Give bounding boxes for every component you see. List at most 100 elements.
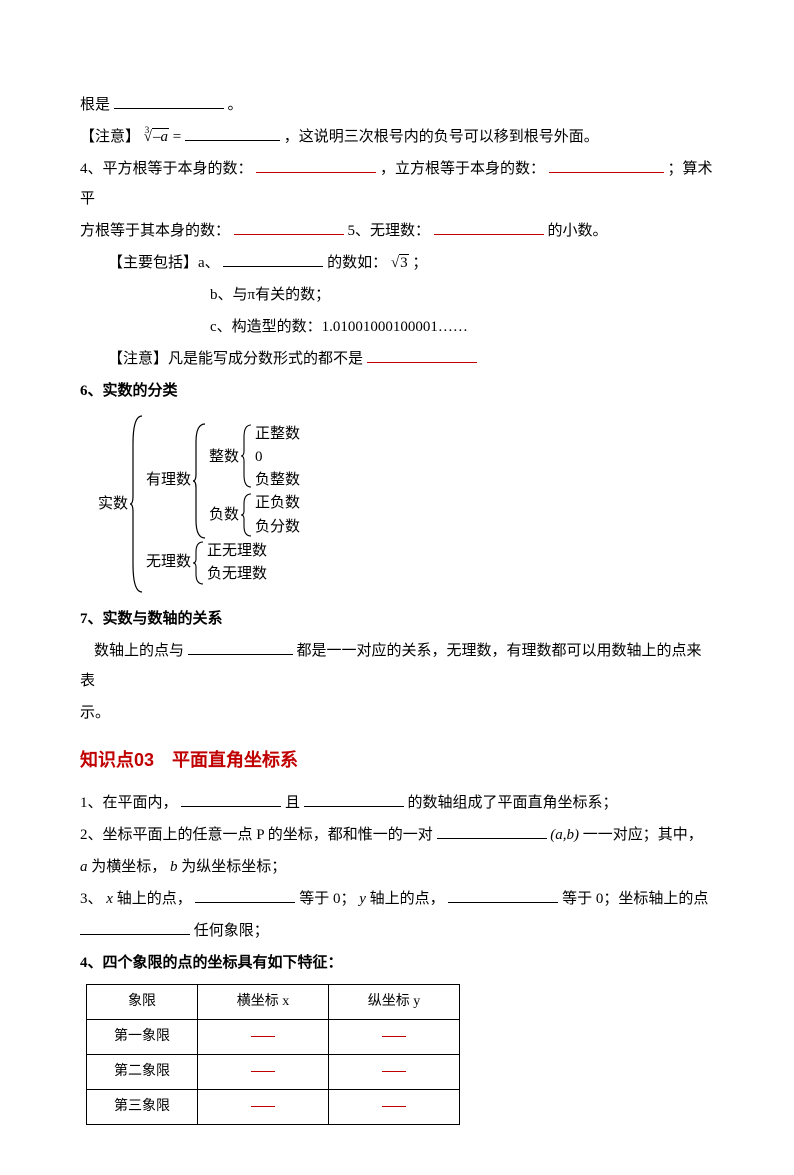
- red-dash: [251, 1106, 275, 1107]
- classify-diagram: 实数 有理数 整数: [80, 414, 714, 594]
- note-fraction: 【注意】凡是能写成分数形式的都不是: [80, 344, 714, 374]
- cube-root-expr: 3 √–a: [144, 122, 169, 152]
- td: [198, 1055, 329, 1090]
- blank-red: [434, 219, 544, 235]
- blank-red: [234, 219, 344, 235]
- line-note-cube: 【注意】 3 √–a = ，这说明三次根号内的负号可以移到根号外面。: [80, 122, 714, 152]
- item: 负无理数: [207, 563, 267, 586]
- th: 象限: [87, 985, 198, 1020]
- line-root: 根是 。: [80, 90, 714, 120]
- td: [198, 1020, 329, 1055]
- th: 纵坐标 y: [329, 985, 460, 1020]
- blank: [304, 791, 404, 807]
- blank-red: [367, 347, 477, 363]
- blank: [188, 639, 293, 655]
- blank: [114, 93, 224, 109]
- text: 任何象限；: [194, 923, 269, 939]
- text: 【注意】: [80, 129, 140, 145]
- text: ；: [412, 255, 427, 271]
- lbl-irrational: 无理数: [146, 540, 193, 587]
- td: [198, 1090, 329, 1125]
- lbl-neg: 负数: [209, 492, 241, 539]
- var-x: x: [106, 891, 113, 907]
- blank: [448, 887, 558, 903]
- text: 4、平方根等于本身的数：: [80, 161, 253, 177]
- red-dash: [382, 1106, 406, 1107]
- var-b: b: [170, 859, 178, 875]
- var-y: y: [359, 891, 366, 907]
- red-dash: [251, 1036, 275, 1037]
- td: 第三象限: [87, 1090, 198, 1125]
- td: 第一象限: [87, 1020, 198, 1055]
- kp03-2-cont: a 为横坐标， b 为纵坐标坐标；: [80, 852, 714, 882]
- item: 正无理数: [207, 540, 267, 563]
- quadrant-table: 象限 横坐标 x 纵坐标 y 第一象限 第二象限 第三象限: [86, 984, 460, 1125]
- text: 【注意】凡是能写成分数形式的都不是: [108, 351, 363, 367]
- kp03-title: 知识点03 平面直角坐标系: [80, 742, 714, 778]
- td: 第二象限: [87, 1055, 198, 1090]
- brace-svg: [130, 414, 144, 594]
- classify-title: 6、实数的分类: [80, 376, 714, 406]
- main-include-a: 【主要包括】a、 的数如： √3 ；: [80, 248, 714, 278]
- item: 负整数: [255, 469, 300, 492]
- kp03-3-cont: 任何象限；: [80, 916, 714, 946]
- brace-svg: [193, 540, 205, 586]
- text: 一一对应；其中，: [583, 827, 703, 843]
- var-a: a: [80, 859, 88, 875]
- red-dash: [382, 1036, 406, 1037]
- radicand: –a: [152, 128, 169, 145]
- item: 0: [255, 446, 300, 469]
- blank-red: [256, 157, 376, 173]
- sec7-body: 数轴上的点与 都是一一对应的关系，无理数，有理数都可以用数轴上的点来表: [80, 636, 714, 696]
- text: 的小数。: [548, 223, 608, 239]
- red-dash: [251, 1071, 275, 1072]
- text: 的数如：: [327, 255, 387, 271]
- item: 负分数: [255, 516, 300, 539]
- blank: [437, 823, 547, 839]
- page: 根是 。 【注意】 3 √–a = ，这说明三次根号内的负号可以移到根号外面。 …: [0, 0, 794, 1175]
- brace-svg: [193, 422, 207, 540]
- text: 2、坐标平面上的任意一点 P 的坐标，都和惟一的一对: [80, 827, 437, 843]
- root-index: 3: [145, 121, 150, 139]
- blank: [80, 919, 190, 935]
- table-row: 第三象限: [87, 1090, 460, 1125]
- main-include-c: c、构造型的数：1.01001000100001……: [80, 312, 714, 342]
- text: 的数轴组成了平面直角坐标系；: [408, 795, 618, 811]
- brace-svg: [241, 423, 253, 489]
- ab-pair: (a,b): [550, 827, 579, 843]
- text: 等于 0；坐标轴上的点: [562, 891, 708, 907]
- text: 方根等于其本身的数：: [80, 223, 230, 239]
- text: 1、在平面内，: [80, 795, 178, 811]
- text: ，立方根等于本身的数：: [380, 161, 545, 177]
- text: 轴上的点，: [117, 891, 192, 907]
- table-header: 象限 横坐标 x 纵坐标 y: [87, 985, 460, 1020]
- text: b、与π有关的数；: [210, 287, 330, 303]
- text: c、构造型的数：1.01001000100001……: [210, 319, 468, 335]
- blank-red: [549, 157, 664, 173]
- text: 为纵坐标坐标；: [181, 859, 286, 875]
- text: ，这说明三次根号内的负号可以移到根号外面。: [284, 129, 599, 145]
- table-row: 第一象限: [87, 1020, 460, 1055]
- main-include-b: b、与π有关的数；: [80, 280, 714, 310]
- blank: [195, 887, 295, 903]
- item: 正整数: [255, 423, 300, 446]
- blank: [185, 125, 280, 141]
- red-dash: [382, 1071, 406, 1072]
- th: 横坐标 x: [198, 985, 329, 1020]
- line-4-5: 4、平方根等于本身的数： ，立方根等于本身的数： ；算术平: [80, 154, 714, 214]
- text: 3、: [80, 891, 103, 907]
- text: 根是: [80, 97, 110, 113]
- text: 。: [228, 97, 243, 113]
- lbl-int: 整数: [209, 423, 241, 493]
- item: 正负数: [255, 492, 300, 515]
- sqrt3: √3: [391, 254, 409, 271]
- line-4-5-cont: 方根等于其本身的数： 5、无理数： 的小数。: [80, 216, 714, 246]
- equals: =: [173, 129, 185, 145]
- td: [329, 1020, 460, 1055]
- lbl-rational: 有理数: [146, 422, 193, 540]
- sec7-title: 7、实数与数轴的关系: [80, 604, 714, 634]
- text: 5、无理数：: [348, 223, 431, 239]
- lbl-root: 实数: [80, 414, 130, 594]
- kp03-3: 3、 x 轴上的点， 等于 0； y 轴上的点， 等于 0；坐标轴上的点: [80, 884, 714, 914]
- brace-svg: [241, 492, 253, 538]
